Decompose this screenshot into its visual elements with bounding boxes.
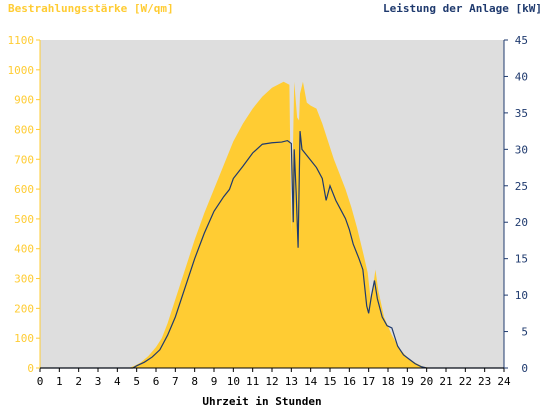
x-tick-label: 9 xyxy=(211,375,218,388)
y-left-tick-label: 400 xyxy=(14,243,34,256)
x-tick-label: 11 xyxy=(246,375,259,388)
x-tick-label: 18 xyxy=(381,375,394,388)
x-tick-label: 12 xyxy=(265,375,278,388)
x-tick-label: 4 xyxy=(114,375,121,388)
y-left-axis-ticks: 0 100 200 300 400 500 600 700 800 900 1000 1100 xyxy=(8,34,40,375)
y-left-tick-label: 500 xyxy=(14,213,34,226)
y-right-axis-ticks: 0 5 10 15 20 25 30 35 40 45 xyxy=(504,34,528,375)
y-left-tick-label: 300 xyxy=(14,273,34,286)
y-left-tick-label: 800 xyxy=(14,123,34,136)
right-axis-title: Leistung der Anlage [kW] xyxy=(383,2,542,15)
y-right-tick-label: 30 xyxy=(515,143,528,156)
y-left-tick-label: 100 xyxy=(14,332,34,345)
y-left-tick-label: 700 xyxy=(14,153,34,166)
x-tick-label: 24 xyxy=(497,375,511,388)
y-left-tick-label: 0 xyxy=(27,362,34,375)
x-tick-label: 5 xyxy=(133,375,140,388)
y-right-tick-label: 5 xyxy=(521,326,528,339)
x-tick-label: 20 xyxy=(420,375,433,388)
x-tick-label: 8 xyxy=(191,375,198,388)
y-right-tick-label: 25 xyxy=(515,180,528,193)
irradiance-area xyxy=(40,81,504,368)
y-right-tick-label: 45 xyxy=(515,34,528,47)
x-tick-label: 15 xyxy=(323,375,336,388)
x-tick-label: 21 xyxy=(439,375,452,388)
x-tick-label: 3 xyxy=(95,375,102,388)
x-tick-label: 10 xyxy=(227,375,240,388)
x-tick-label: 22 xyxy=(459,375,472,388)
x-tick-label: 16 xyxy=(343,375,356,388)
x-tick-label: 1 xyxy=(56,375,63,388)
y-right-tick-label: 10 xyxy=(515,289,528,302)
x-tick-label: 2 xyxy=(75,375,82,388)
x-tick-label: 23 xyxy=(478,375,491,388)
x-tick-label: 6 xyxy=(153,375,160,388)
y-right-tick-label: 20 xyxy=(515,216,528,229)
y-right-tick-label: 40 xyxy=(515,70,528,83)
y-left-tick-label: 200 xyxy=(14,302,34,315)
x-axis-label: Uhrzeit in Stunden xyxy=(202,395,321,408)
left-axis-title: Bestrahlungsstärke [W/qm] xyxy=(8,2,174,15)
x-tick-label: 13 xyxy=(285,375,298,388)
x-tick-label: 17 xyxy=(362,375,375,388)
x-tick-label: 0 xyxy=(37,375,44,388)
power-line xyxy=(40,131,504,369)
y-left-tick-label: 1000 xyxy=(8,64,35,77)
y-left-tick-label: 600 xyxy=(14,183,34,196)
x-tick-label: 14 xyxy=(304,375,318,388)
x-axis-ticks: 0 1 2 3 4 5 6 7 8 9 10 11 12 13 14 15 16 17 18 19 20 21 22 23 24 xyxy=(37,368,511,388)
x-tick-label: 19 xyxy=(401,375,414,388)
y-right-tick-label: 35 xyxy=(515,107,528,120)
y-right-tick-label: 0 xyxy=(521,362,528,375)
y-left-tick-label: 900 xyxy=(14,94,34,107)
y-left-tick-label: 1100 xyxy=(8,34,35,47)
y-right-tick-label: 15 xyxy=(515,253,528,266)
x-tick-label: 7 xyxy=(172,375,179,388)
